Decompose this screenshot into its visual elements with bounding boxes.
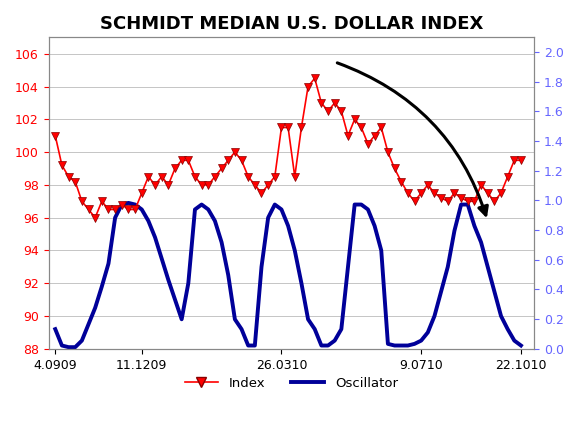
Title: SCHMIDT MEDIAN U.S. DOLLAR INDEX: SCHMIDT MEDIAN U.S. DOLLAR INDEX: [100, 15, 483, 33]
Legend: Index, Oscillator: Index, Oscillator: [179, 371, 403, 395]
FancyArrowPatch shape: [338, 63, 488, 215]
